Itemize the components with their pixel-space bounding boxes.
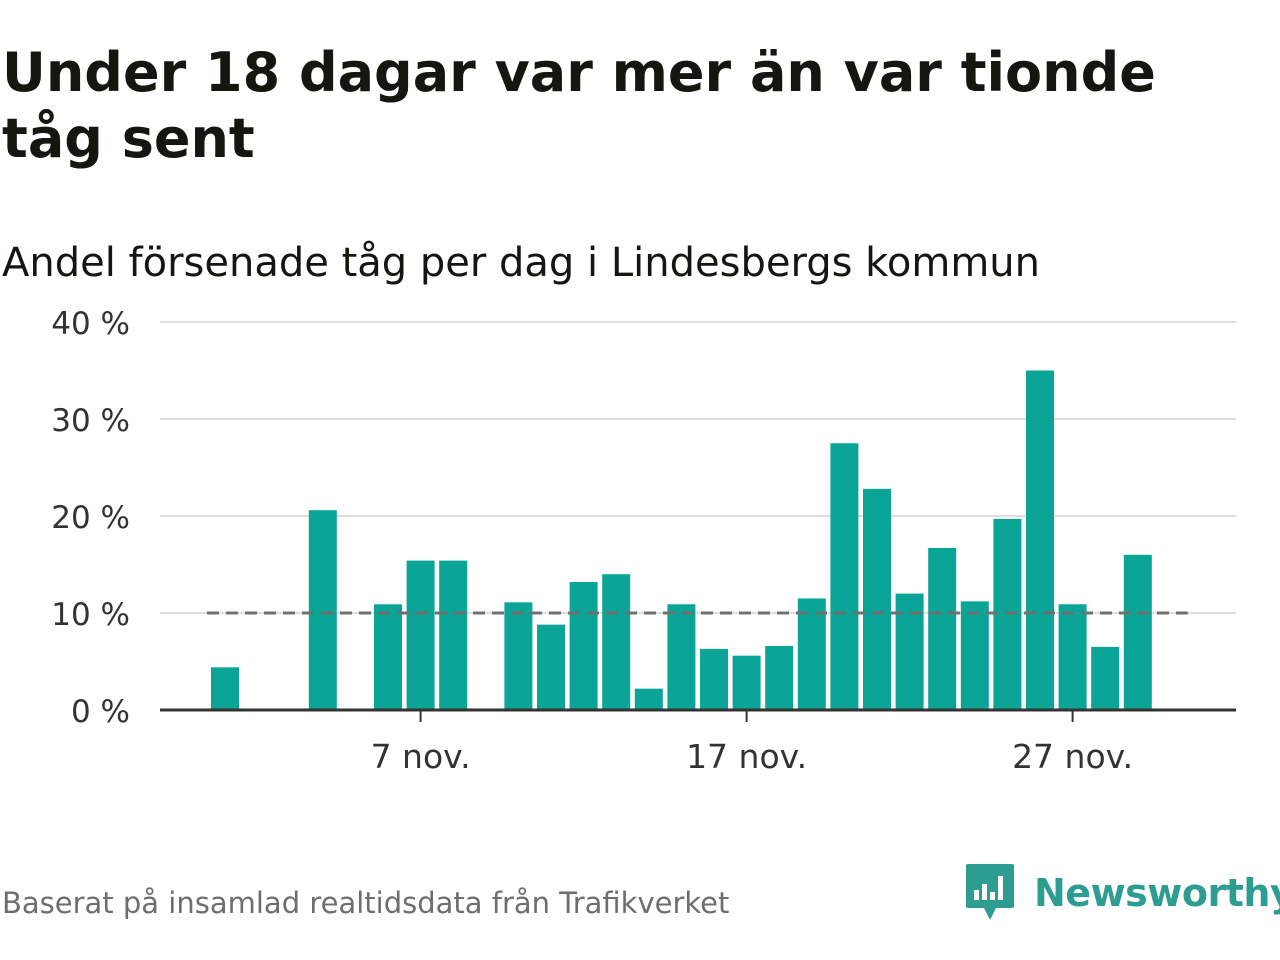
bar <box>504 602 533 710</box>
x-tick-label: 7 nov. <box>371 737 471 776</box>
chart-title: Under 18 dagar var mer än var tionde tåg… <box>2 41 1156 170</box>
bar <box>374 604 402 710</box>
bar <box>1026 370 1054 710</box>
brand-name: Newsworthy <box>1034 871 1280 915</box>
y-tick-label: 40 % <box>51 306 130 342</box>
bar <box>863 488 891 710</box>
bar <box>797 598 826 710</box>
bar <box>700 648 728 710</box>
bar <box>895 593 924 710</box>
y-tick-label: 20 % <box>51 500 130 536</box>
y-tick-label: 10 % <box>51 597 130 633</box>
newsworthy-icon <box>966 864 1014 920</box>
bar <box>406 560 435 710</box>
x-tick-label: 17 nov. <box>686 737 807 776</box>
bar <box>928 548 957 710</box>
y-tick-label: 30 % <box>51 403 130 439</box>
bar <box>830 443 859 710</box>
x-tick-label: 27 nov. <box>1012 737 1133 776</box>
bar <box>439 560 468 710</box>
bar <box>1058 604 1087 710</box>
newsworthy-logo: Newsworthy <box>964 862 1280 924</box>
bar <box>1123 554 1152 710</box>
bar <box>960 601 989 710</box>
bar <box>634 688 663 710</box>
chart-subtitle: Andel försenade tåg per dag i Lindesberg… <box>2 240 1040 286</box>
bar <box>667 604 696 710</box>
bar <box>537 624 565 710</box>
bar-chart: 0 % 10 % 20 % 30 % 40 % 7 nov. 17 nov. 27 nov. <box>51 306 1236 776</box>
bar <box>732 655 761 710</box>
source-note: Baserat på insamlad realtidsdata från Tr… <box>2 886 730 920</box>
bar <box>1091 646 1120 710</box>
bar <box>569 581 598 710</box>
bar <box>308 510 337 710</box>
bar <box>602 574 631 710</box>
bar <box>765 645 794 710</box>
bar <box>211 667 239 710</box>
y-tick-label: 0 % <box>71 694 130 730</box>
